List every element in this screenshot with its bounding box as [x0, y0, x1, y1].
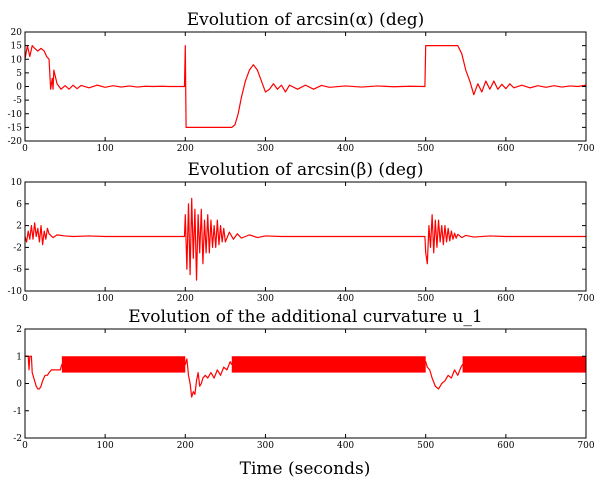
x-tick-label: 400 — [337, 294, 354, 304]
x-tick-label: 200 — [177, 144, 194, 154]
x-tick-label: 0 — [22, 441, 28, 451]
y-tick-label: -2 — [13, 434, 22, 444]
y-tick-label: -6 — [13, 265, 22, 275]
y-tick-label: 2 — [16, 222, 22, 232]
x-tick-label: 100 — [97, 294, 114, 304]
y-tick-label: -1 — [13, 407, 22, 417]
x-tick-label: 700 — [577, 294, 594, 304]
chart-title: Evolution of the additional curvature u_… — [128, 307, 482, 327]
x-tick-label: 600 — [497, 441, 514, 451]
x-tick-label: 500 — [417, 441, 434, 451]
y-tick-label: 6 — [16, 200, 22, 210]
y-tick-label: 1 — [16, 352, 22, 362]
y-tick-label: 0 — [16, 83, 22, 93]
x-tick-label: 400 — [337, 441, 354, 451]
chart-panel-curvature: Evolution of the additional curvature u_… — [13, 307, 594, 451]
y-tick-label: -10 — [8, 287, 23, 297]
x-tick-label: 0 — [22, 294, 28, 304]
y-tick-label: 10 — [11, 178, 23, 188]
x-tick-label: 200 — [177, 294, 194, 304]
x-tick-label: 700 — [577, 441, 594, 451]
x-tick-label: 500 — [417, 294, 434, 304]
y-tick-label: 20 — [11, 28, 23, 38]
y-tick-label: 2 — [16, 325, 22, 335]
y-tick-label: 10 — [11, 55, 23, 65]
x-tick-label: 200 — [177, 441, 194, 451]
oscillation-band — [231, 356, 426, 373]
x-tick-label: 500 — [417, 144, 434, 154]
y-tick-label: -5 — [13, 96, 22, 106]
chart-title: Evolution of arcsin(β) (deg) — [188, 160, 424, 180]
x-axis-label: Time (seconds) — [240, 459, 371, 479]
x-tick-label: 300 — [257, 441, 274, 451]
x-tick-label: 600 — [497, 144, 514, 154]
x-tick-label: 0 — [22, 144, 28, 154]
series-line — [24, 197, 586, 281]
y-tick-label: -2 — [13, 243, 22, 253]
x-tick-label: 300 — [257, 294, 274, 304]
chart-title: Evolution of arcsin(α) (deg) — [187, 10, 425, 30]
chart-panel-beta: Evolution of arcsin(β) (deg) 0 100 200 300 40… — [8, 160, 594, 304]
y-tick-label: 15 — [11, 42, 23, 52]
y-tick-label: -10 — [8, 110, 23, 120]
x-tick-label: 100 — [97, 144, 114, 154]
plot-frame — [24, 328, 587, 439]
x-tick-label: 600 — [497, 294, 514, 304]
plot-frame — [24, 181, 587, 292]
series-line — [24, 45, 587, 128]
y-tick-label: -15 — [8, 123, 23, 133]
x-tick-label: 400 — [337, 144, 354, 154]
series-line — [25, 355, 586, 398]
y-tick-label: 0 — [16, 380, 22, 390]
y-tick-label: 5 — [16, 69, 22, 79]
y-tick-label: -20 — [8, 137, 23, 147]
x-tick-label: 100 — [97, 441, 114, 451]
chart-panel-alpha: Evolution of arcsin(α) (deg)0 100 200 300 40… — [8, 10, 594, 154]
x-tick-label: 300 — [257, 144, 274, 154]
x-tick-label: 700 — [577, 144, 594, 154]
